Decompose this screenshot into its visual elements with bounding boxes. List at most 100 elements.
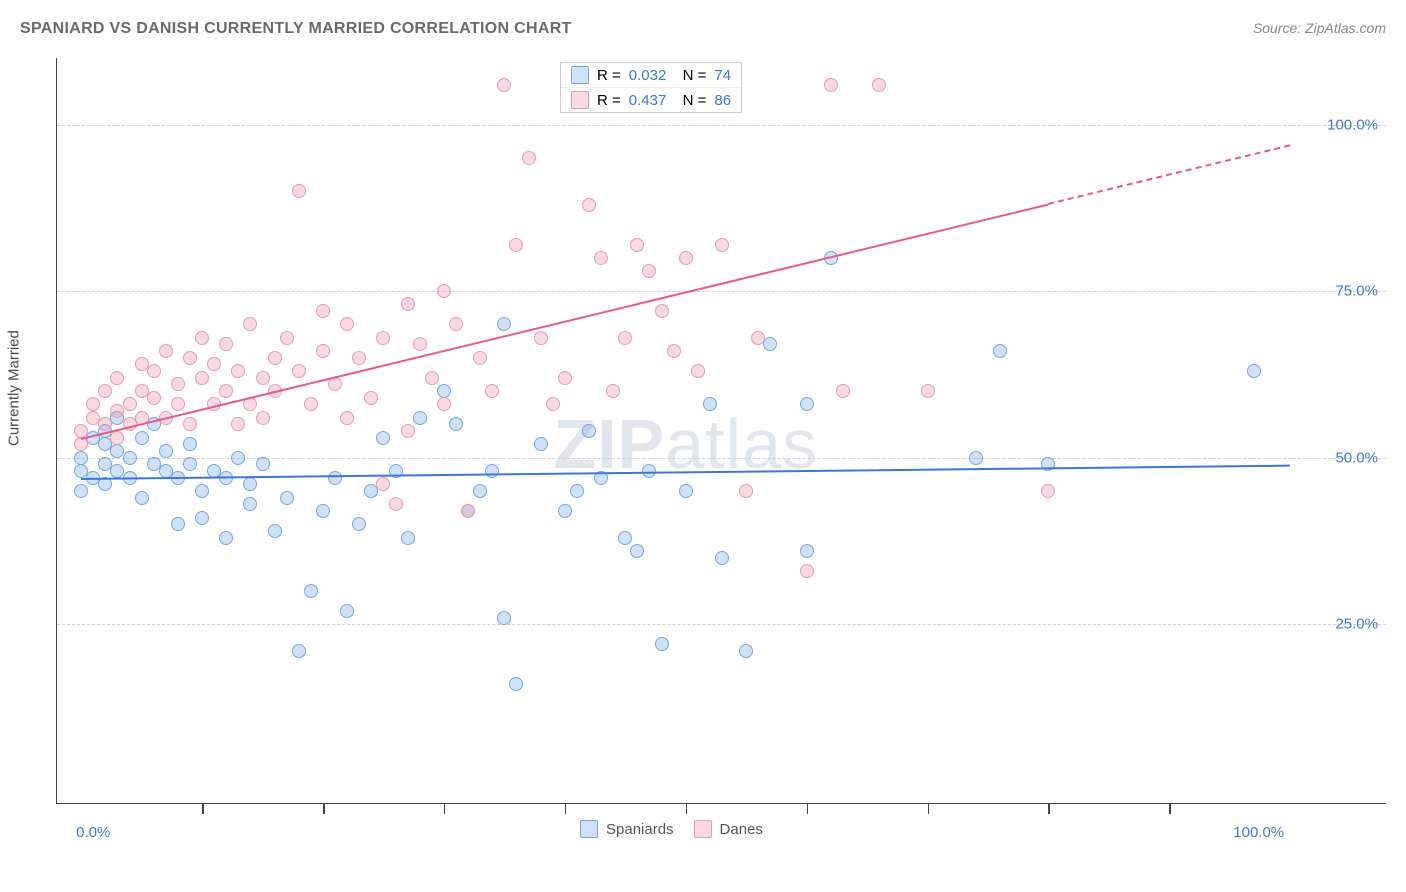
legend-swatch [571, 91, 589, 109]
x-tick [1169, 804, 1171, 814]
data-point-spaniards [268, 524, 282, 538]
legend-label: Spaniards [606, 821, 674, 838]
data-point-spaniards [1247, 364, 1261, 378]
data-point-spaniards [413, 411, 427, 425]
data-point-spaniards [340, 604, 354, 618]
y-tick-label: 25.0% [1335, 616, 1378, 633]
data-point-danes [110, 371, 124, 385]
data-point-spaniards [485, 464, 499, 478]
data-point-danes [243, 317, 257, 331]
x-tick [323, 804, 325, 814]
data-point-danes [110, 431, 124, 445]
data-point-danes [606, 384, 620, 398]
data-point-danes [401, 424, 415, 438]
data-point-danes [582, 198, 596, 212]
data-point-spaniards [800, 544, 814, 558]
scatter-plot: ZIPatlas 25.0%50.0%75.0%100.0% [56, 58, 1386, 804]
data-point-danes [207, 357, 221, 371]
data-point-spaniards [316, 504, 330, 518]
data-point-spaniards [969, 451, 983, 465]
chart-header: SPANIARD VS DANISH CURRENTLY MARRIED COR… [20, 20, 1386, 38]
data-point-danes [473, 351, 487, 365]
trend-line-danes [1048, 145, 1290, 206]
legend-n-value: 74 [714, 67, 731, 84]
data-point-danes [630, 238, 644, 252]
data-point-spaniards [219, 531, 233, 545]
data-point-danes [86, 397, 100, 411]
data-point-danes [171, 397, 185, 411]
gridline [57, 624, 1386, 625]
data-point-danes [715, 238, 729, 252]
legend-corr-row-spaniards: R = 0.032 N = 74 [561, 63, 741, 87]
data-point-danes [1041, 484, 1055, 498]
data-point-danes [558, 371, 572, 385]
legend-swatch [571, 66, 589, 84]
data-point-danes [183, 417, 197, 431]
data-point-spaniards [570, 484, 584, 498]
data-point-danes [679, 251, 693, 265]
data-point-danes [256, 411, 270, 425]
x-axis-label: 100.0% [1233, 824, 1284, 841]
data-point-danes [485, 384, 499, 398]
data-point-danes [292, 364, 306, 378]
x-tick [686, 804, 688, 814]
data-point-danes [546, 397, 560, 411]
data-point-danes [364, 391, 378, 405]
data-point-spaniards [558, 504, 572, 518]
chart-title: SPANIARD VS DANISH CURRENTLY MARRIED COR… [20, 20, 572, 38]
data-point-spaniards [703, 397, 717, 411]
legend-swatch [580, 820, 598, 838]
data-point-spaniards [243, 497, 257, 511]
legend-item-danes: Danes [694, 820, 763, 838]
data-point-spaniards [715, 551, 729, 565]
legend-r-value: 0.437 [629, 92, 667, 109]
data-point-danes [256, 371, 270, 385]
data-point-danes [872, 78, 886, 92]
data-point-danes [159, 344, 173, 358]
data-point-danes [231, 417, 245, 431]
data-point-danes [340, 411, 354, 425]
data-point-danes [425, 371, 439, 385]
trend-line-danes [81, 203, 1049, 439]
data-point-spaniards [352, 517, 366, 531]
data-point-danes [316, 304, 330, 318]
data-point-danes [401, 297, 415, 311]
data-point-danes [147, 364, 161, 378]
data-point-danes [534, 331, 548, 345]
data-point-danes [98, 384, 112, 398]
data-point-spaniards [534, 437, 548, 451]
data-point-danes [921, 384, 935, 398]
data-point-danes [195, 371, 209, 385]
data-point-spaniards [497, 317, 511, 331]
legend-n-label: N = [674, 92, 706, 109]
data-point-danes [751, 331, 765, 345]
legend-item-spaniards: Spaniards [580, 820, 674, 838]
data-point-spaniards [473, 484, 487, 498]
data-point-spaniards [304, 584, 318, 598]
data-point-spaniards [449, 417, 463, 431]
legend-n-label: N = [674, 67, 706, 84]
data-point-spaniards [739, 644, 753, 658]
data-point-danes [413, 337, 427, 351]
data-point-danes [171, 377, 185, 391]
data-point-danes [376, 477, 390, 491]
data-point-danes [594, 251, 608, 265]
y-tick-label: 50.0% [1335, 449, 1378, 466]
data-point-danes [376, 331, 390, 345]
data-point-danes [219, 337, 233, 351]
gridline [57, 125, 1386, 126]
data-point-danes [98, 417, 112, 431]
data-point-spaniards [159, 444, 173, 458]
chart-source: Source: ZipAtlas.com [1253, 20, 1386, 36]
data-point-spaniards [135, 431, 149, 445]
data-point-danes [739, 484, 753, 498]
y-axis-label: Currently Married [6, 330, 23, 446]
data-point-spaniards [231, 451, 245, 465]
data-point-danes [497, 78, 511, 92]
data-point-spaniards [256, 457, 270, 471]
data-point-danes [509, 238, 523, 252]
y-tick-label: 100.0% [1327, 116, 1378, 133]
legend-series: Spaniards Danes [580, 820, 763, 838]
data-point-spaniards [328, 471, 342, 485]
x-tick [444, 804, 446, 814]
